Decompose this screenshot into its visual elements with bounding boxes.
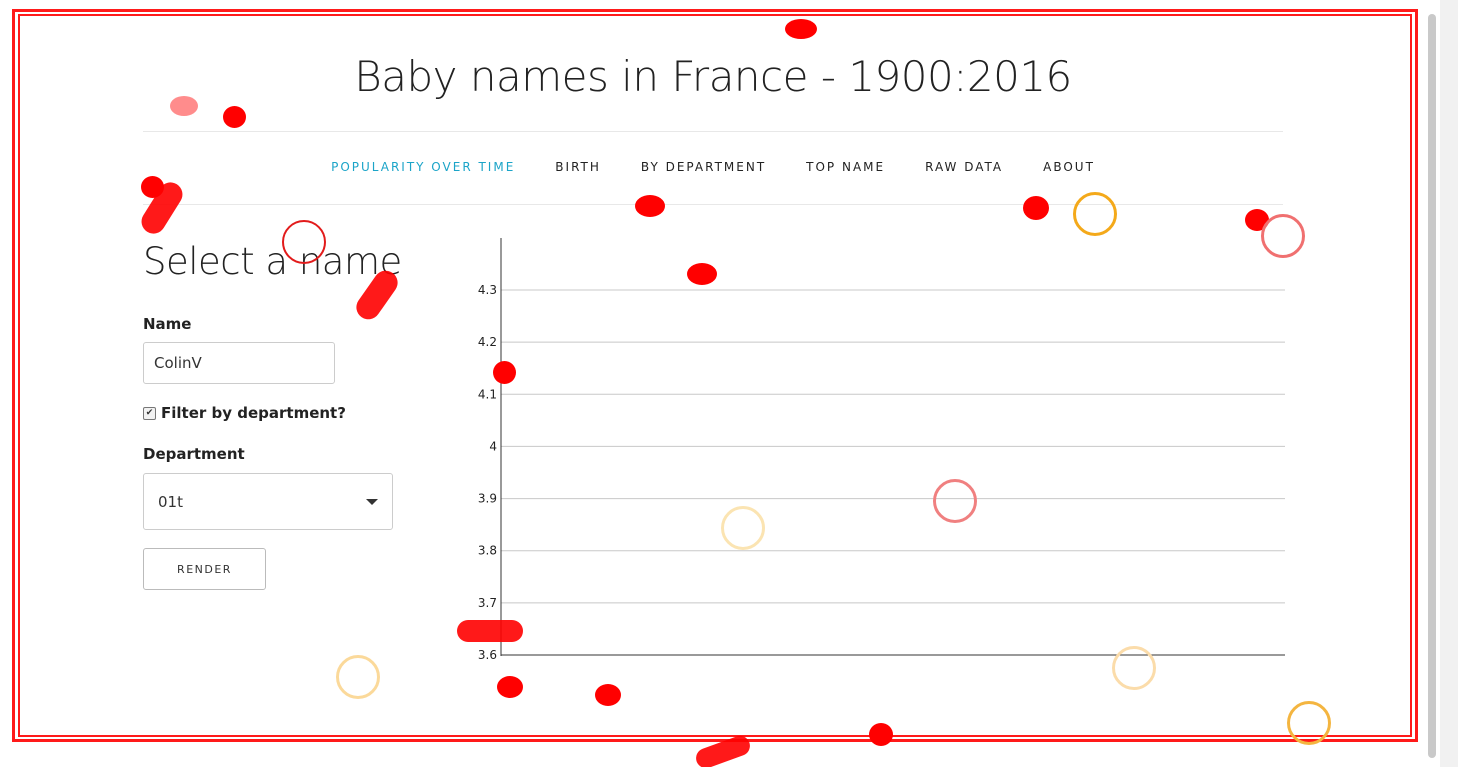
nav-top-name[interactable]: TOP NAME [806,160,886,174]
nav-birth[interactable]: BIRTH [555,160,601,174]
y-tick-label: 3.6 [478,648,497,662]
department-label: Department [143,445,245,463]
annotation-dot [595,684,621,706]
divider [143,131,1283,132]
annotation-dot [141,176,164,198]
annotation-dot [223,106,246,128]
department-select[interactable]: 01t [143,473,393,530]
nav-by-department[interactable]: BY DEPARTMENT [640,160,767,174]
name-input[interactable] [143,342,335,384]
filter-department-row[interactable]: ✔ Filter by department? [143,404,346,422]
filter-department-checkbox[interactable]: ✔ [143,406,156,420]
y-tick-label: 4.2 [478,335,497,349]
annotation-streak [693,733,753,767]
nav-about[interactable]: ABOUT [1043,160,1095,174]
annotation-dot [1245,209,1269,231]
main-nav: POPULARITY OVER TIME BIRTH BY DEPARTMENT… [143,158,1283,176]
y-tick-label: 4.3 [478,283,497,297]
render-button[interactable]: RENDER [143,548,266,590]
caret-down-icon [366,498,378,505]
y-tick-label: 3.7 [478,596,497,610]
name-label: Name [143,315,192,333]
department-select-value: 01t [158,492,183,511]
divider [143,204,1283,205]
annotation-ring [1287,701,1331,745]
annotation-dot [785,19,817,39]
y-tick-label: 3.9 [478,492,497,506]
page-title: Baby names in France - 1900:2016 [354,52,1072,101]
scrollbar[interactable] [1440,0,1458,767]
annotation-ring [336,655,380,699]
y-tick-label: 4 [489,439,497,453]
scrollbar-thumb[interactable] [1428,14,1436,758]
y-tick-label: 4.1 [478,387,497,401]
y-tick-label: 3.8 [478,544,497,558]
sidebar-title: Select a name [143,240,402,283]
annotation-streak [136,177,188,239]
nav-raw-data[interactable]: RAW DATA [925,160,1004,174]
annotation-dot [869,723,893,746]
popularity-chart: 3.6 3.7 3.8 3.9 4 4.1 4.2 4.3 [478,238,1285,662]
filter-department-label: Filter by department? [161,404,346,422]
annotation-dot [635,195,665,217]
nav-popularity-over-time[interactable]: POPULARITY OVER TIME [331,160,516,174]
annotation-dot [497,676,523,698]
annotation-dot [1023,196,1049,220]
